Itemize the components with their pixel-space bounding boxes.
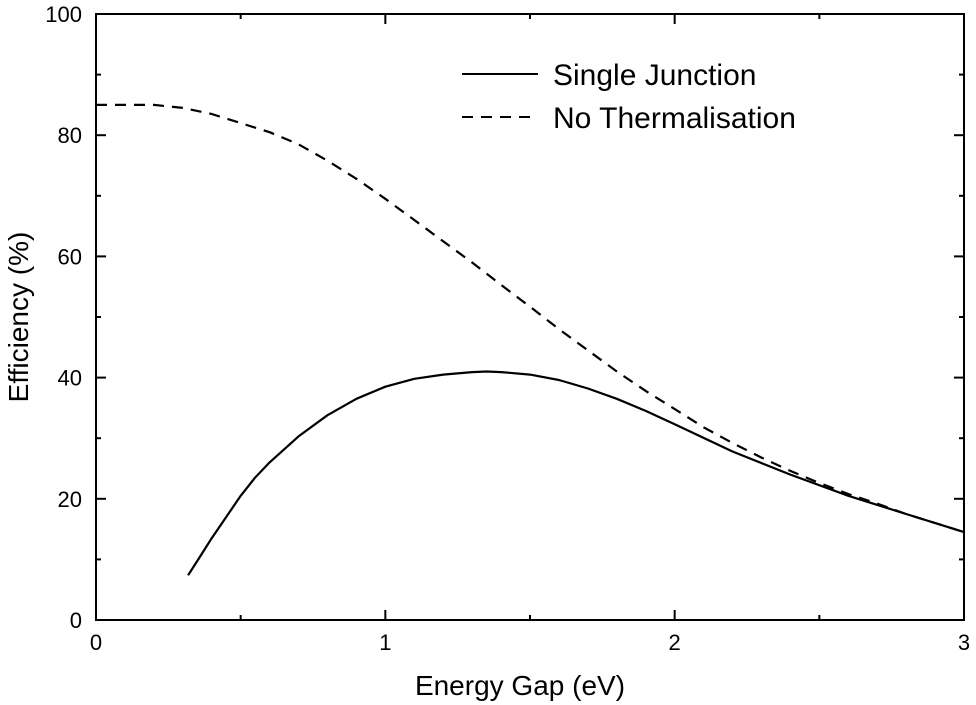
legend-label-single-junction: Single Junction bbox=[553, 59, 756, 92]
x-tick-label: 3 bbox=[958, 630, 970, 655]
y-tick-label: 40 bbox=[58, 366, 82, 391]
y-axis-title: Efficiency (%) bbox=[3, 232, 34, 403]
legend: Single Junction No Thermalisation bbox=[462, 59, 796, 135]
axis-ticks bbox=[95, 13, 965, 621]
tick-labels: 0 1 2 3 0 20 40 60 80 100 bbox=[45, 2, 970, 655]
series-layer bbox=[96, 103, 966, 576]
series-line-0 bbox=[187, 370, 966, 576]
plot-frame bbox=[95, 13, 965, 621]
y-tick-label: 60 bbox=[58, 244, 82, 269]
x-tick-label: 1 bbox=[379, 630, 391, 655]
x-tick-label: 2 bbox=[669, 630, 681, 655]
series-line-1 bbox=[96, 103, 965, 534]
legend-label-no-thermalisation: No Thermalisation bbox=[553, 102, 796, 135]
y-tick-label: 0 bbox=[70, 608, 82, 633]
y-tick-label: 80 bbox=[58, 123, 82, 148]
y-tick-label: 20 bbox=[58, 487, 82, 512]
x-axis-title: Energy Gap (eV) bbox=[415, 670, 625, 701]
y-tick-label: 100 bbox=[45, 2, 82, 27]
x-tick-label: 0 bbox=[90, 630, 102, 655]
